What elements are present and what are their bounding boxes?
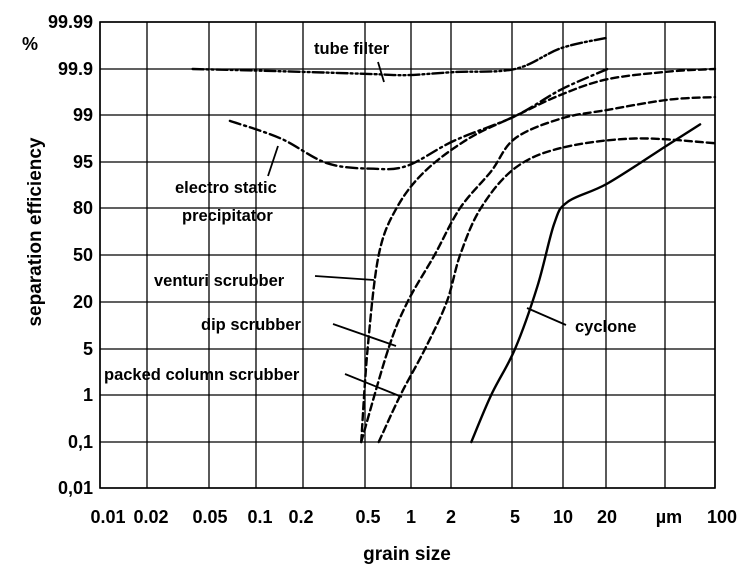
leader-dip bbox=[332, 323, 397, 347]
annotation-packed-column-scrubber: packed column scrubber bbox=[104, 366, 300, 384]
leader-tube-filter bbox=[377, 61, 385, 83]
y-tick-label: 99.9 bbox=[58, 59, 93, 79]
grid bbox=[99, 21, 716, 489]
series-curve-4 bbox=[377, 137, 717, 444]
y-tick-label: 99.99 bbox=[48, 12, 93, 32]
x-tick-label: 5 bbox=[510, 507, 520, 527]
x-tick-label: µm bbox=[656, 507, 682, 527]
y-tick-label: 50 bbox=[73, 245, 93, 265]
leader-packed bbox=[344, 373, 403, 398]
x-axis-title: grain size bbox=[363, 544, 451, 565]
series-curve-2 bbox=[360, 67, 717, 444]
y-tick-label: 1 bbox=[83, 385, 93, 405]
y-tick-labels: 99.99 99.9 99 95 80 50 20 5 1 0,1 0,01 bbox=[48, 12, 93, 498]
annotation-electro-static: electro static bbox=[175, 179, 277, 197]
x-tick-label: 0.5 bbox=[355, 507, 380, 527]
y-tick-label: 95 bbox=[73, 152, 93, 172]
leader-venturi bbox=[314, 275, 375, 281]
x-tick-label: 10 bbox=[553, 507, 573, 527]
curves bbox=[191, 36, 717, 444]
leader-cyclone bbox=[526, 307, 567, 326]
x-tick-label: 20 bbox=[597, 507, 617, 527]
y-tick-label: 0,1 bbox=[68, 432, 93, 452]
y-tick-label: 5 bbox=[83, 339, 93, 359]
annotation-venturi-scrubber: venturi scrubber bbox=[154, 272, 285, 290]
annotations: tube filter electro static precipitator … bbox=[104, 40, 636, 384]
y-tick-label: 20 bbox=[73, 292, 93, 312]
series-curve-0 bbox=[191, 36, 609, 77]
y-axis-title: separation efficiency bbox=[25, 137, 46, 326]
x-tick-label: 100 bbox=[707, 507, 737, 527]
x-tick-labels: 0.01 0.02 0.05 0.1 0.2 0.5 1 2 5 10 20 µm 100 bbox=[90, 507, 737, 527]
y-tick-label: 99 bbox=[73, 105, 93, 125]
x-tick-label: 0.05 bbox=[192, 507, 227, 527]
x-tick-label: 0.01 bbox=[90, 507, 125, 527]
series-curve-1 bbox=[228, 67, 609, 171]
y-unit-label: % bbox=[22, 34, 38, 54]
y-tick-label: 80 bbox=[73, 198, 93, 218]
x-tick-label: 0.2 bbox=[288, 507, 313, 527]
annotation-tube-filter: tube filter bbox=[314, 40, 390, 58]
x-tick-label: 0.1 bbox=[247, 507, 272, 527]
y-tick-label: 0,01 bbox=[58, 478, 93, 498]
x-tick-label: 1 bbox=[406, 507, 416, 527]
annotation-dip-scrubber: dip scrubber bbox=[201, 316, 302, 334]
annotation-precipitator: precipitator bbox=[182, 207, 273, 225]
series-curve-5 bbox=[470, 123, 702, 444]
x-tick-label: 2 bbox=[446, 507, 456, 527]
leaders bbox=[267, 61, 567, 398]
annotation-cyclone: cyclone bbox=[575, 318, 636, 336]
leader-electro-static bbox=[267, 145, 279, 177]
x-tick-label: 0.02 bbox=[133, 507, 168, 527]
series-curve-3 bbox=[360, 95, 717, 444]
plot-frame bbox=[99, 21, 716, 489]
